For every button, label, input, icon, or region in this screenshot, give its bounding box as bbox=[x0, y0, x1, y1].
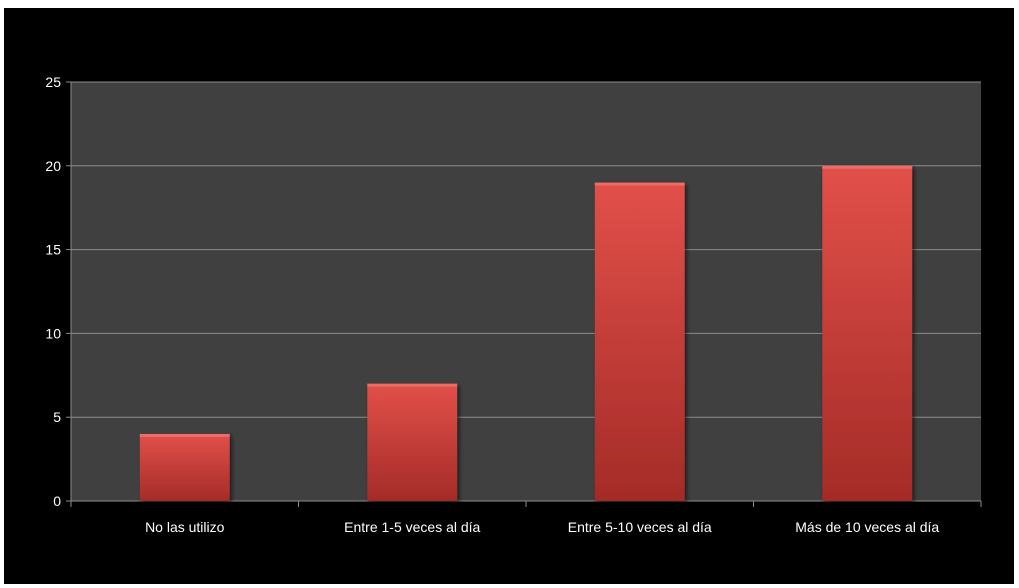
chart-frame: 0 5 10 15 20 25 No las utilizo Entre 1-5 veces… bbox=[4, 8, 1014, 584]
bar-highlight bbox=[139, 433, 230, 437]
y-tick-label: 25 bbox=[45, 74, 61, 90]
y-tick-label: 0 bbox=[53, 493, 61, 509]
bars bbox=[139, 165, 913, 502]
y-tick-label: 5 bbox=[53, 409, 61, 425]
bar-chart: 0 5 10 15 20 25 No las utilizo Entre 1-5 veces… bbox=[45, 74, 982, 535]
x-tick-label: Más de 10 veces al día bbox=[795, 519, 939, 535]
bar bbox=[594, 182, 685, 501]
x-tick-label: Entre 1-5 veces al día bbox=[344, 519, 480, 535]
x-tick-label: Entre 5-10 veces al día bbox=[568, 519, 712, 535]
bar bbox=[367, 383, 458, 501]
y-tick-label: 10 bbox=[45, 325, 61, 341]
y-tick-label: 15 bbox=[45, 242, 61, 258]
x-tick-label: No las utilizo bbox=[145, 519, 225, 535]
bar-highlight bbox=[594, 182, 685, 186]
bar-highlight bbox=[822, 165, 913, 169]
y-tick-label: 20 bbox=[45, 158, 61, 174]
y-tick-labels: 0 5 10 15 20 25 bbox=[45, 74, 61, 509]
bar-highlight bbox=[367, 383, 458, 387]
bar bbox=[822, 165, 913, 502]
bar bbox=[139, 433, 230, 501]
x-tick-labels: No las utilizo Entre 1-5 veces al día Entr… bbox=[145, 519, 939, 535]
